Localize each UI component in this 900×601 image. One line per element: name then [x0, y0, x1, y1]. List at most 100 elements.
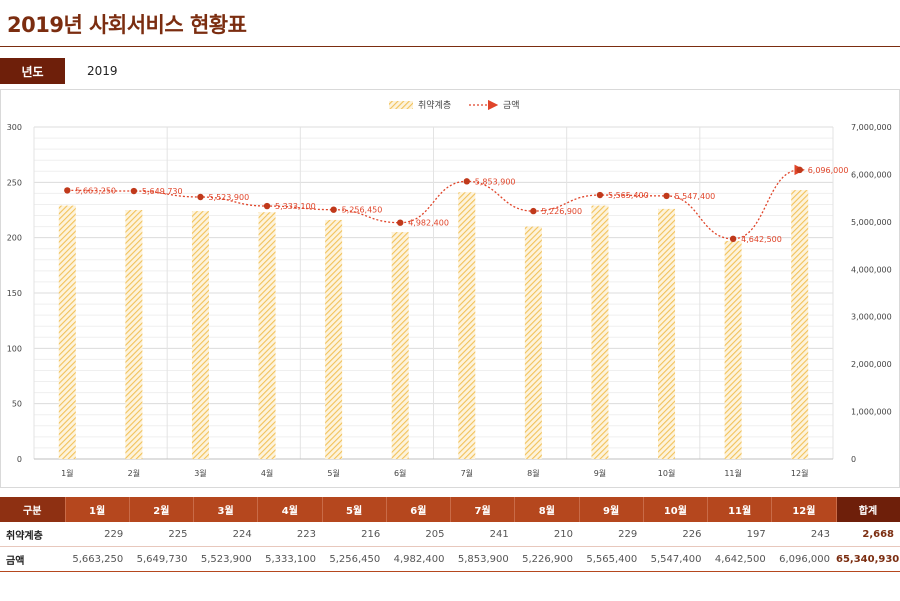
bar	[125, 210, 143, 459]
year-filter-label: 년도	[0, 58, 65, 84]
table-cell: 5,256,450	[322, 546, 387, 572]
line-point	[197, 193, 204, 201]
header-month: 4월	[257, 497, 323, 522]
y-left-tick: 250	[7, 178, 22, 187]
data-label: 5,256,450	[342, 206, 383, 215]
legend-bar-label: 취약계층	[418, 99, 451, 111]
data-label: 5,853,900	[475, 177, 516, 186]
y-right-tick: 6,000,000	[851, 170, 892, 179]
y-right-tick: 3,000,000	[851, 313, 892, 322]
bar	[391, 232, 409, 459]
x-tick: 4월	[261, 468, 273, 478]
x-tick: 3월	[194, 468, 206, 478]
header-month: 5월	[322, 497, 387, 522]
year-filter-value[interactable]: 2019	[87, 64, 118, 78]
x-tick: 6월	[394, 468, 406, 478]
combo-chart: 5,663,250 5,649,730 5,523,900 5,333,100 5,25…	[0, 89, 900, 488]
y-left-tick: 100	[7, 344, 22, 353]
y-left-tick: 200	[7, 234, 22, 243]
header-month: 1월	[65, 497, 130, 522]
x-tick: 11월	[724, 468, 742, 478]
x-tick: 7월	[461, 468, 473, 478]
y-right-tick: 2,000,000	[851, 360, 892, 369]
header-month: 12월	[771, 497, 837, 522]
header-month: 2월	[129, 497, 195, 522]
y-right-tick: 1,000,000	[851, 408, 892, 417]
bar	[724, 240, 742, 459]
x-tick: 12월	[791, 468, 809, 478]
table-cell: 5,853,900	[450, 546, 515, 572]
data-label: 5,523,900	[208, 193, 249, 202]
bar	[591, 205, 609, 459]
table-cell: 5,663,250	[65, 546, 130, 572]
line-point	[64, 187, 71, 194]
header-month: 6월	[386, 497, 452, 522]
y-right-tick: 0	[851, 455, 856, 464]
x-tick: 8월	[527, 468, 539, 478]
y-right-tick: 7,000,000	[851, 123, 892, 132]
data-label: 5,333,100	[275, 202, 316, 211]
data-labels: 5,663,250 5,649,730 5,523,900 5,333,100 5,25…	[75, 166, 848, 244]
y-left-tick: 0	[17, 455, 22, 464]
x-tick: 1월	[61, 468, 73, 478]
table-cell: 229	[65, 522, 130, 547]
line-point	[263, 202, 271, 210]
x-tick: 5월	[327, 468, 339, 478]
table-cell: 5,226,900	[514, 546, 579, 572]
header-month: 9월	[579, 497, 644, 522]
header-month: 10월	[643, 497, 709, 522]
chart-legend: 취약계층 금액	[389, 99, 520, 111]
data-label: 4,642,500	[741, 235, 782, 244]
table-cell: 243	[771, 522, 836, 547]
line-point	[397, 219, 404, 226]
axis-ticks: 0 50 100 150 200 250 300 0 1,000,000 2,000,000 3,0…	[7, 123, 892, 478]
table-row: 금액 5,663,250 5,649,730 5,523,900 5,333,100 5,…	[0, 546, 900, 572]
table-cell: 223	[257, 522, 322, 547]
table-header-row: 구분 1월 2월 3월 4월 5월 6월 7월 8월 9월 10월 11월 12월 합계	[0, 497, 900, 522]
header-month: 8월	[514, 497, 580, 522]
row-total: 2,668	[836, 522, 900, 547]
header-month: 3월	[193, 497, 259, 522]
row-label: 금액	[0, 546, 65, 572]
table-cell: 5,649,730	[129, 546, 194, 572]
table-cell: 224	[193, 522, 258, 547]
table-cell: 210	[514, 522, 579, 547]
table-cell: 6,096,000	[771, 546, 836, 572]
table-cell: 216	[322, 522, 387, 547]
line-point	[796, 166, 803, 174]
table-cell: 197	[707, 522, 772, 547]
bar	[325, 219, 343, 459]
bar	[258, 212, 276, 459]
data-label: 4,982,400	[408, 219, 449, 228]
line-point	[130, 187, 138, 195]
legend-bar-swatch	[389, 101, 413, 109]
bar	[791, 190, 809, 459]
y-left-tick: 300	[7, 123, 22, 132]
chart-canvas: 5,663,250 5,649,730 5,523,900 5,333,100 5,25…	[7, 99, 892, 478]
y-left-tick: 50	[12, 400, 22, 409]
line-point	[596, 191, 604, 199]
table-cell: 229	[579, 522, 644, 547]
line-point	[663, 192, 670, 200]
legend-line-label: 금액	[503, 99, 520, 111]
table-cell: 241	[450, 522, 515, 547]
bar	[658, 208, 676, 459]
row-label: 취약계층	[0, 522, 65, 547]
table-cell: 5,565,400	[579, 546, 644, 572]
y-right-tick: 5,000,000	[851, 218, 892, 227]
table-cell: 226	[643, 522, 708, 547]
bar	[524, 226, 542, 459]
data-label: 5,663,250	[75, 186, 116, 195]
row-total: 65,340,930	[836, 546, 900, 572]
page-title: 2019년 사회서비스 현황표	[7, 13, 247, 37]
header-category: 구분	[0, 497, 66, 522]
x-tick: 10월	[658, 468, 676, 478]
data-label: 5,226,900	[541, 207, 582, 216]
header-month: 7월	[450, 497, 516, 522]
table-cell: 4,982,400	[386, 546, 451, 572]
header-total: 합계	[836, 497, 900, 522]
data-label: 5,565,400	[608, 191, 649, 200]
y-right-tick: 4,000,000	[851, 265, 892, 274]
line-series	[64, 164, 805, 243]
bar	[191, 211, 209, 459]
